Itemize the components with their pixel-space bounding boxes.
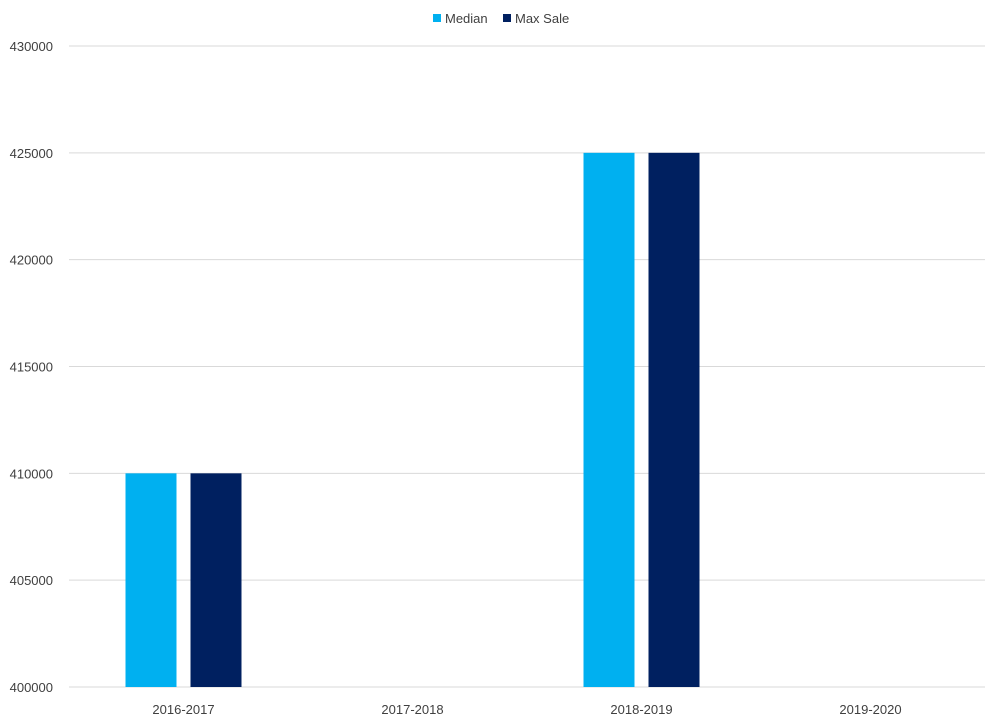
y-axis: 400000 405000 410000 415000 420000 425000 4300… <box>10 39 53 695</box>
legend-label-max-sale: Max Sale <box>515 11 569 26</box>
legend-label-median: Median <box>445 11 488 26</box>
y-tick-label: 420000 <box>10 253 53 268</box>
legend-swatch-max-sale <box>503 14 511 22</box>
x-tick-label: 2017-2018 <box>381 702 443 717</box>
bar-median <box>583 152 635 688</box>
legend-swatch-median <box>433 14 441 22</box>
x-tick-label: 2018-2019 <box>610 702 672 717</box>
bars <box>125 152 700 688</box>
y-tick-label: 400000 <box>10 680 53 695</box>
x-axis: 2016-2017 2017-2018 2018-2019 2019-2020 <box>152 702 901 717</box>
y-tick-label: 430000 <box>10 39 53 54</box>
bar-median <box>125 473 177 687</box>
y-tick-label: 415000 <box>10 360 53 375</box>
y-tick-label: 410000 <box>10 466 53 481</box>
bar-max-sale <box>190 473 242 687</box>
y-tick-label: 405000 <box>10 573 53 588</box>
y-tick-label: 425000 <box>10 146 53 161</box>
x-tick-label: 2019-2020 <box>839 702 901 717</box>
bar-max-sale <box>648 152 700 688</box>
chart-legend: Median Max Sale <box>433 11 569 26</box>
x-tick-label: 2016-2017 <box>152 702 214 717</box>
